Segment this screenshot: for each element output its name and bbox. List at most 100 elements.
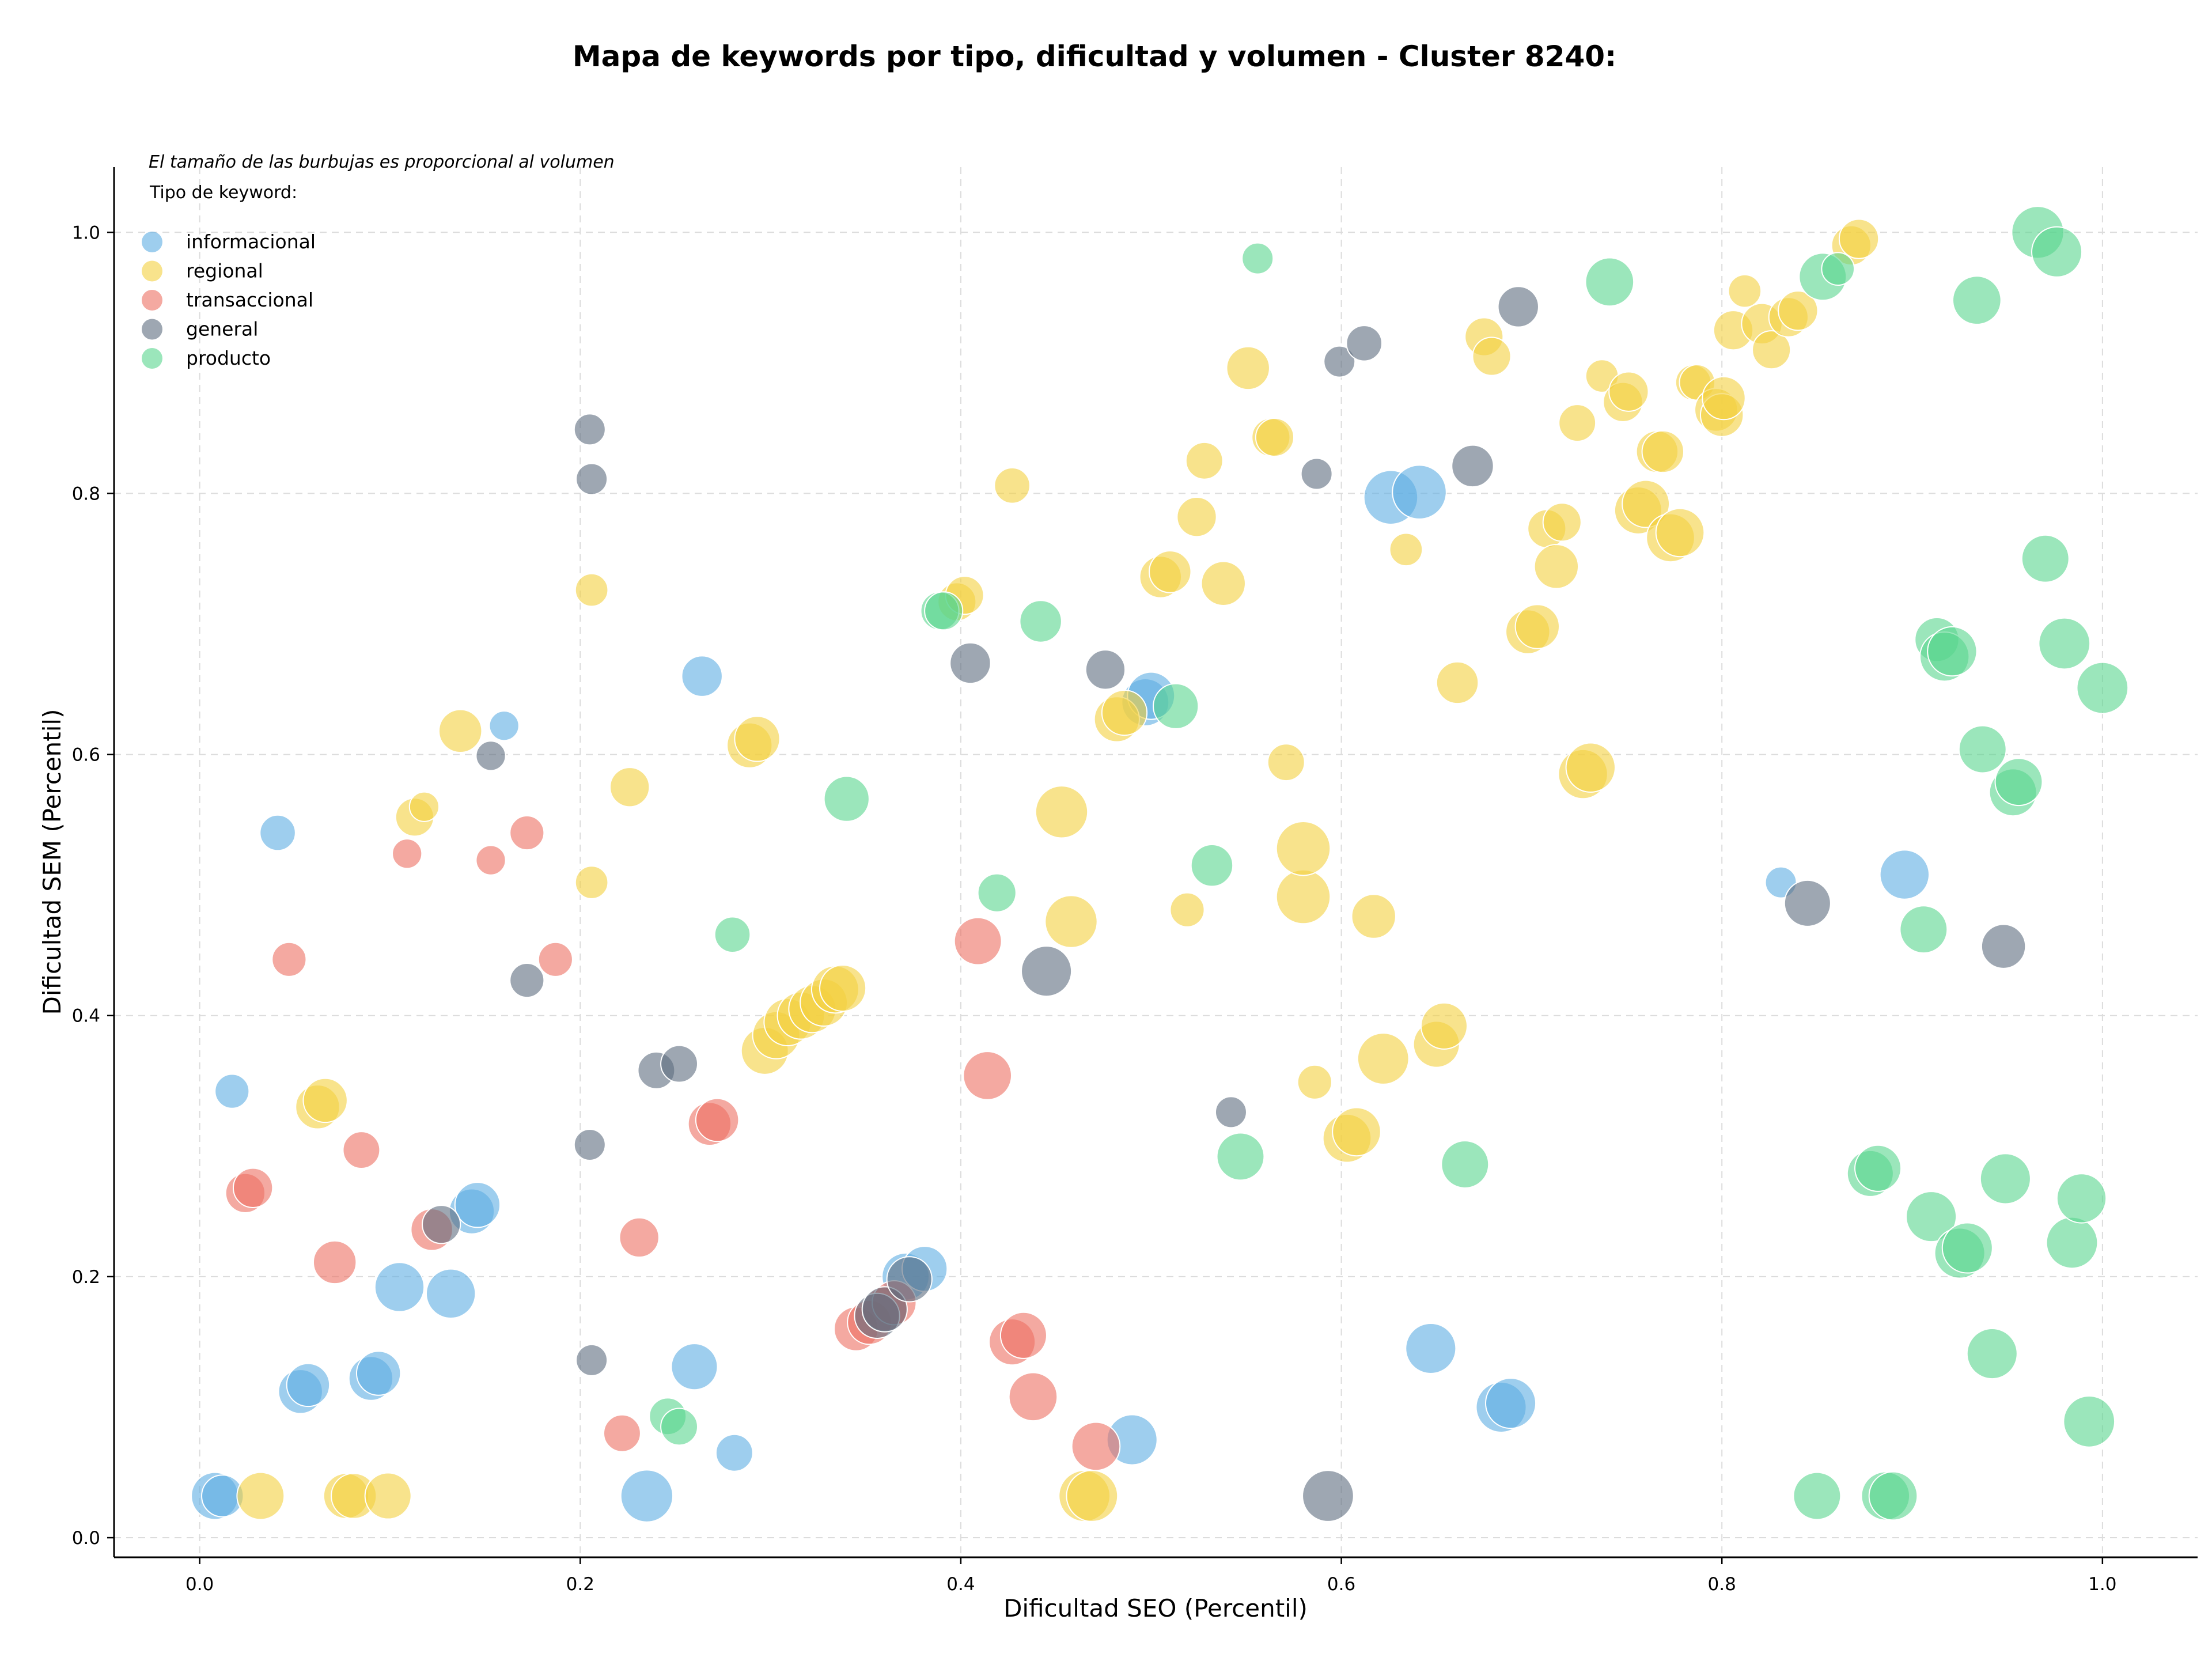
bubble-regional	[302, 1077, 348, 1123]
grid-lines	[114, 167, 2198, 1557]
bubble-regional	[1542, 502, 1582, 542]
bubble-general	[1346, 325, 1382, 362]
bubble-producto	[823, 775, 870, 822]
bubble-regional	[1101, 689, 1148, 736]
bubble-general	[573, 413, 606, 446]
legend-label-general: general	[186, 318, 258, 340]
bubble-regional	[1351, 894, 1396, 939]
bubble-transaccional	[232, 1167, 274, 1208]
bubble-general	[1021, 945, 1073, 997]
legend-label-producto: producto	[186, 347, 271, 369]
bubble-regional	[574, 865, 609, 899]
bubble-producto	[1952, 275, 2002, 325]
bubble-general	[575, 1344, 608, 1376]
bubble-general	[1300, 457, 1333, 490]
bubble-informacional	[1485, 1378, 1537, 1429]
bubble-informacional	[355, 1350, 402, 1396]
bubble-regional	[1176, 497, 1217, 538]
bubble-general	[949, 642, 991, 684]
bubble-regional	[1472, 336, 1512, 376]
size-note: El tamaño de las burbujas es proporciona…	[149, 152, 615, 172]
bubble-producto	[2046, 1216, 2099, 1269]
bubble-general	[1497, 286, 1539, 328]
bubble-producto	[660, 1408, 698, 1446]
bubble-informacional	[286, 1363, 331, 1408]
bubble-general	[509, 962, 545, 998]
bubble-informacional	[425, 1268, 476, 1319]
bubble-general	[575, 463, 608, 495]
x-axis-ticks: 0.0 0.2 0.4 0.6 0.8 1.0	[185, 1557, 2116, 1595]
x-tick-label: 0.0	[185, 1574, 214, 1595]
bubble-producto	[1821, 252, 1855, 286]
bubble-regional	[364, 1472, 412, 1520]
bubble-informacional	[671, 1343, 718, 1391]
bubble-transaccional	[475, 845, 506, 876]
bubble-producto	[2056, 1173, 2107, 1224]
bubble-informacional	[1392, 464, 1447, 520]
legend-marker-regional	[142, 260, 162, 282]
bubble-producto	[2021, 534, 2070, 583]
bubble-transaccional	[342, 1131, 381, 1170]
bubble-general	[1451, 444, 1494, 488]
bubble-informacional	[214, 1073, 250, 1109]
bubble-informacional	[715, 1433, 753, 1472]
bubble-regional	[1728, 274, 1762, 308]
bubble-regional	[1420, 1002, 1468, 1050]
bubble-informacional	[259, 814, 296, 852]
bubble-regional	[1267, 743, 1305, 782]
bubble-regional	[408, 791, 440, 822]
bubble-regional	[1533, 544, 1580, 589]
bubble-regional	[1226, 346, 1270, 391]
bubble-regional	[1778, 290, 1819, 331]
bubble-regional	[609, 767, 650, 808]
bubble-transaccional	[1008, 1372, 1058, 1422]
y-tick-label: 0.8	[72, 483, 100, 504]
bubble-transaccional	[1071, 1421, 1121, 1471]
bubble-regional	[1275, 869, 1331, 925]
y-axis-ticks: 0.0 0.2 0.4 0.6 0.8 1.0	[72, 222, 114, 1549]
legend-marker-transaccional	[142, 290, 162, 311]
x-tick-label: 0.4	[946, 1574, 975, 1595]
bubble-transaccional	[603, 1414, 641, 1452]
bubble-regional	[1641, 430, 1685, 474]
bubble-transaccional	[999, 1311, 1047, 1359]
bubble-regional	[1622, 479, 1671, 528]
legend-marker-informacional	[142, 232, 162, 252]
y-tick-label: 0.6	[72, 745, 100, 766]
bubble-producto	[1994, 758, 2043, 807]
bubble-general	[1302, 1470, 1354, 1522]
bubble-producto	[2076, 661, 2129, 714]
bubble-general	[475, 740, 506, 771]
legend-marker-producto	[142, 348, 162, 369]
bubble-general	[1085, 649, 1126, 690]
bubble-producto	[977, 873, 1017, 913]
bubble-regional	[1565, 742, 1616, 793]
bubble-regional	[1044, 895, 1098, 948]
bubble-regional	[1275, 820, 1331, 876]
bubble-informacional	[1879, 849, 1930, 900]
y-tick-label: 0.0	[72, 1528, 100, 1549]
bubble-regional	[1035, 785, 1089, 839]
bubble-producto	[2031, 226, 2083, 278]
bubble-regional	[1435, 661, 1479, 705]
bubble-producto	[1153, 683, 1199, 729]
bubble-regional	[574, 573, 609, 607]
bubble-regional	[1332, 1107, 1381, 1157]
bubble-producto	[1899, 905, 1948, 954]
x-tick-label: 0.8	[1708, 1574, 1736, 1595]
bubble-regional	[1752, 330, 1791, 370]
bubble-regional	[1558, 404, 1597, 442]
bubble-regional	[1389, 532, 1423, 567]
bubble-producto	[1868, 1471, 1918, 1521]
bubble-producto	[1966, 1328, 2018, 1380]
bubble-general	[1323, 345, 1356, 378]
bubble-transaccional	[695, 1098, 740, 1142]
chart-title: Mapa de keywords por tipo, dificultad y …	[573, 40, 1616, 73]
bubble-producto	[2038, 617, 2091, 670]
bubble-marks	[191, 206, 2129, 1523]
bubble-transaccional	[537, 941, 573, 977]
bubble-regional	[734, 716, 781, 762]
bubble-informacional	[454, 1182, 501, 1228]
bubble-informacional	[681, 655, 723, 697]
bubble-transaccional	[509, 815, 545, 851]
